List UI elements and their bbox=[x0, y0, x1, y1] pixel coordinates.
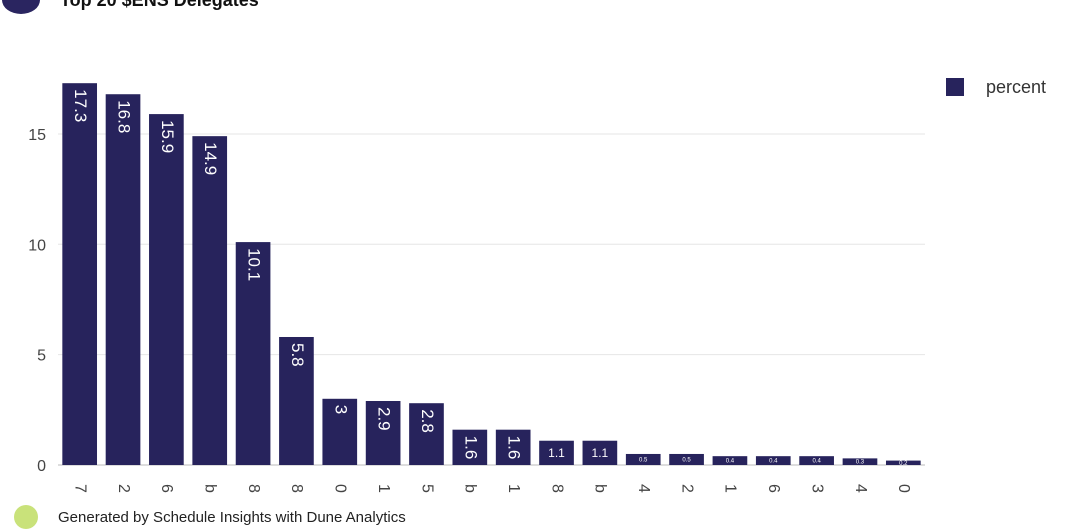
data-label: 0.2 bbox=[899, 461, 908, 467]
bar bbox=[235, 242, 271, 465]
legend-label: percent bbox=[986, 77, 1046, 97]
x-tick-label: 1 bbox=[505, 484, 522, 493]
data-label: 17.3 bbox=[71, 89, 90, 122]
title-icon bbox=[2, 0, 40, 14]
logo-icon bbox=[14, 505, 38, 529]
x-tick-label: 8 bbox=[548, 484, 565, 493]
bar bbox=[279, 336, 314, 465]
bar bbox=[625, 453, 661, 465]
bar bbox=[105, 94, 141, 465]
x-tick-label: 2 bbox=[115, 484, 132, 493]
data-label: 10.1 bbox=[245, 248, 264, 281]
chart-title: Top 20 $ENS Delegates bbox=[60, 0, 259, 11]
bar bbox=[409, 403, 444, 465]
bar bbox=[885, 460, 921, 465]
bar bbox=[495, 429, 531, 465]
x-tick-label: 5 bbox=[418, 484, 435, 493]
x-tick-label: 3 bbox=[808, 484, 825, 493]
data-label: 0.5 bbox=[639, 457, 648, 463]
bar bbox=[452, 429, 488, 465]
bar bbox=[365, 400, 401, 465]
x-tick-label: 6 bbox=[158, 484, 175, 493]
data-label: 0.4 bbox=[812, 459, 821, 465]
bar bbox=[149, 114, 184, 465]
bar bbox=[582, 440, 618, 465]
bar bbox=[799, 456, 834, 465]
y-tick-label: 15 bbox=[28, 127, 46, 144]
x-tick-label: 4 bbox=[635, 484, 652, 493]
data-label: 1.6 bbox=[461, 436, 480, 460]
bar bbox=[755, 456, 791, 465]
data-label: 0.4 bbox=[726, 459, 735, 465]
y-tick-label: 5 bbox=[37, 348, 46, 365]
x-tick-label: 0 bbox=[332, 484, 349, 493]
data-label: 1.1 bbox=[548, 446, 565, 460]
data-label: 0.5 bbox=[682, 457, 691, 463]
x-tick-label: 0 bbox=[895, 484, 912, 493]
legend-swatch bbox=[946, 78, 964, 96]
x-tick-label: 8 bbox=[245, 484, 262, 493]
data-label: 5.8 bbox=[288, 343, 307, 367]
x-tick-label: b bbox=[462, 484, 479, 493]
bar bbox=[62, 83, 98, 466]
data-label: 2.8 bbox=[418, 409, 437, 433]
x-tick-label: 8 bbox=[288, 484, 305, 493]
x-tick-label: b bbox=[592, 484, 609, 493]
x-tick-label: 2 bbox=[678, 484, 695, 493]
data-label: 15.9 bbox=[158, 120, 177, 153]
x-tick-label: 1 bbox=[722, 484, 739, 493]
footer-text: Generated by Schedule Insights with Dune… bbox=[58, 508, 406, 526]
bar bbox=[842, 458, 878, 465]
data-label: 3 bbox=[331, 405, 350, 414]
data-label: 0.3 bbox=[856, 460, 865, 466]
bar-chart: 05101517.3716.8215.9614.9b10.185.88302.9… bbox=[28, 77, 1046, 493]
y-tick-label: 0 bbox=[37, 458, 46, 475]
bar bbox=[712, 456, 748, 465]
title-row: Top 20 $ENS Delegates bbox=[0, 0, 259, 14]
x-tick-label: b bbox=[201, 484, 218, 493]
footer: Generated by Schedule Insights with Dune… bbox=[14, 505, 406, 529]
data-label: 14.9 bbox=[201, 142, 220, 175]
x-tick-label: 1 bbox=[375, 484, 392, 493]
bar bbox=[322, 398, 358, 465]
x-tick-label: 4 bbox=[852, 484, 869, 493]
x-tick-label: 7 bbox=[71, 484, 88, 493]
data-label: 16.8 bbox=[115, 100, 134, 133]
bar bbox=[192, 136, 228, 466]
bar bbox=[669, 453, 704, 465]
data-label: 2.9 bbox=[375, 407, 394, 431]
data-label: 1.1 bbox=[592, 446, 609, 460]
y-tick-label: 10 bbox=[28, 237, 46, 254]
x-tick-label: 6 bbox=[765, 484, 782, 493]
bar bbox=[539, 440, 574, 465]
data-label: 0.4 bbox=[769, 459, 778, 465]
data-label: 1.6 bbox=[505, 436, 524, 460]
